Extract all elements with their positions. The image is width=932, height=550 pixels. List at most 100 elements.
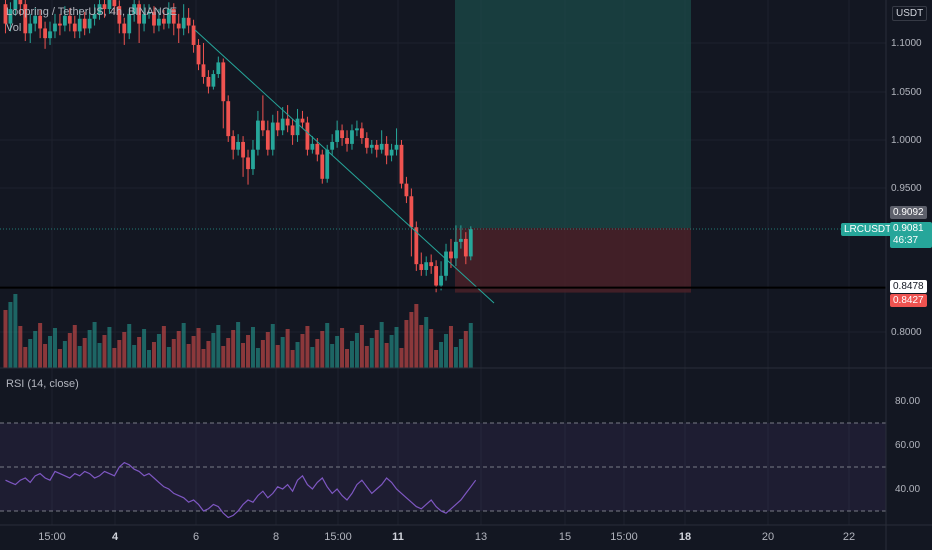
candle-body (82, 18, 87, 29)
candle-body (157, 18, 161, 26)
volume-bar (246, 335, 251, 368)
candle-body (265, 130, 270, 150)
time-label: 8 (272, 531, 280, 543)
stop-zone[interactable] (455, 228, 691, 293)
candle-body (454, 241, 458, 259)
volume-bar (166, 347, 171, 368)
candle-body (216, 62, 221, 75)
candle-body (429, 262, 434, 267)
candle-body (236, 141, 241, 150)
volume-bar (156, 334, 161, 368)
volume-bar (201, 349, 206, 368)
volume-bar (137, 337, 142, 368)
candle-body (8, 9, 13, 24)
volume-bar (43, 344, 48, 368)
volume-legend[interactable]: Vol (6, 22, 22, 34)
volume-bar (82, 338, 87, 368)
target-zone[interactable] (455, 0, 691, 229)
volume-bar (345, 349, 350, 368)
volume-bar (23, 347, 28, 368)
candle-body (137, 4, 142, 24)
candle-body (320, 154, 325, 179)
volume-bar (379, 322, 384, 368)
candle-body (48, 31, 52, 39)
candle-body (176, 23, 181, 29)
candle-body (211, 74, 216, 87)
candle-body (38, 15, 43, 29)
rsi-line (5, 461, 477, 519)
candle-body (270, 122, 275, 150)
volume-bar (102, 335, 107, 368)
currency-label[interactable]: USDT (892, 6, 928, 21)
candle-body (355, 128, 359, 131)
volume-bar (38, 323, 43, 368)
volume-bar (300, 334, 305, 368)
candle-body (23, 4, 28, 34)
candle-body (161, 18, 166, 24)
time-label: 22 (842, 531, 856, 543)
volume-bar (186, 344, 191, 368)
candle-body (275, 122, 280, 131)
volume-bar (127, 324, 132, 368)
candle-body (359, 128, 364, 139)
time-label: 11 (392, 531, 404, 543)
candle-body (300, 118, 305, 123)
volume-bar (419, 325, 424, 368)
candle-body (305, 122, 310, 150)
volume-bars (3, 294, 473, 368)
candle-body (256, 120, 260, 150)
current-price-value: 0.9081 (893, 223, 924, 234)
candle-body (285, 118, 290, 126)
rsi-level-40: 40.00 (895, 484, 921, 495)
volume-bar (13, 294, 18, 368)
volume-bar (270, 324, 275, 368)
volume-bar (250, 327, 255, 368)
volume-bar (62, 341, 67, 368)
candle-body (62, 15, 67, 26)
volume-bar (384, 343, 389, 368)
volume-bar (349, 341, 354, 368)
rsi-legend[interactable]: RSI (14, close) (6, 378, 79, 390)
candle-body (449, 251, 453, 259)
volume-bar (72, 325, 77, 368)
volume-bar (463, 331, 468, 368)
support-price-tag: 0.8478 (890, 280, 927, 293)
volume-bar (171, 339, 176, 368)
time-label: 6 (192, 531, 200, 543)
candle-body (72, 23, 77, 32)
volume-bar (409, 312, 414, 368)
time-label: 13 (474, 531, 488, 543)
candle-body (53, 23, 57, 32)
candle-body (92, 13, 97, 19)
price-label-1: 1.1000 (891, 38, 922, 49)
volume-bar (196, 328, 201, 368)
candle-body (127, 13, 132, 34)
volume-bar (330, 344, 335, 368)
time-label: 4 (111, 531, 119, 543)
candle-body (181, 17, 186, 29)
volume-bar (87, 330, 92, 368)
volume-bar (260, 340, 265, 368)
time-label: 15:00 (324, 531, 352, 543)
volume-bar (429, 329, 434, 368)
volume-bar (280, 337, 285, 368)
volume-bar (404, 320, 409, 368)
candle-body (444, 251, 448, 276)
volume-bar (374, 330, 379, 368)
candle-body (226, 101, 231, 137)
volume-bar (335, 336, 340, 368)
volume-bar (295, 342, 300, 368)
volume-bar (265, 332, 270, 368)
volume-bar (369, 338, 374, 368)
candle-body (458, 238, 463, 242)
trendline[interactable] (194, 29, 495, 304)
symbol-legend[interactable]: Loopring / TetherUS, 4h, BINANCE (6, 6, 177, 18)
price-label-3: 1.0000 (891, 135, 922, 146)
volume-bar (161, 326, 166, 368)
volume-bar (181, 323, 186, 368)
volume-bar (191, 336, 196, 368)
volume-bar (151, 342, 156, 368)
candle-body (122, 23, 127, 34)
volume-bar (399, 348, 404, 368)
